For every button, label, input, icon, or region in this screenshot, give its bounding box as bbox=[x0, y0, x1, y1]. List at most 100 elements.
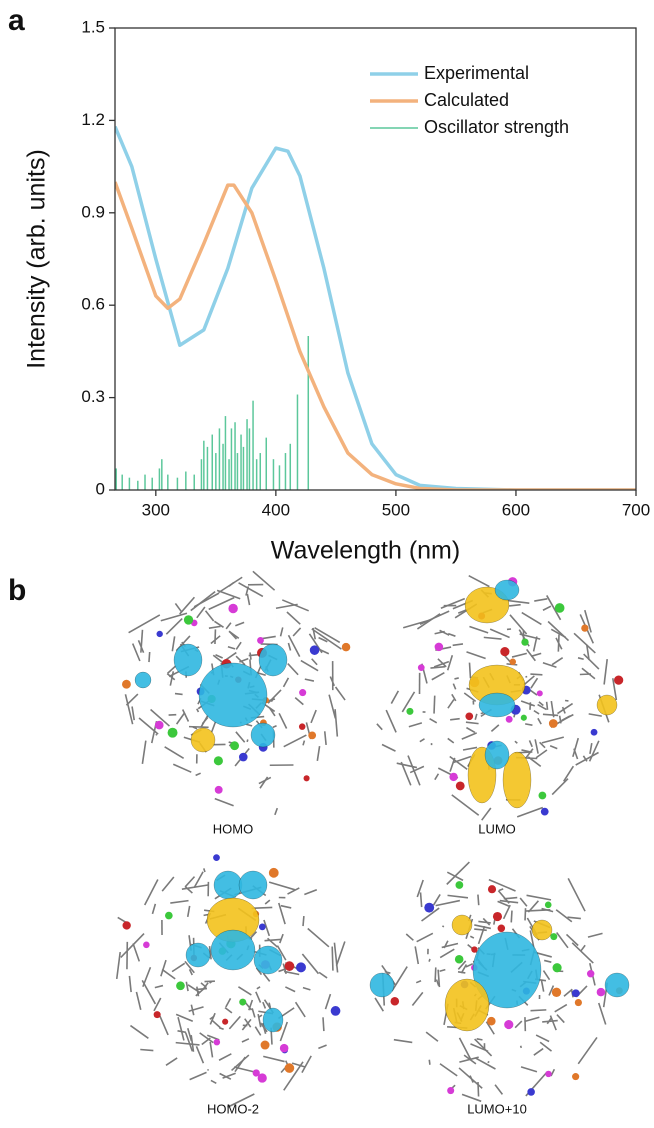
bond bbox=[530, 652, 542, 658]
bond bbox=[446, 655, 454, 671]
bond bbox=[283, 1061, 304, 1091]
bond bbox=[525, 748, 534, 759]
bond bbox=[160, 612, 188, 622]
atom bbox=[545, 1070, 552, 1078]
orbital-lobe bbox=[210, 929, 256, 971]
bond bbox=[573, 748, 579, 760]
atom bbox=[213, 854, 220, 861]
bond bbox=[181, 709, 190, 722]
atom bbox=[550, 933, 558, 941]
bond bbox=[555, 909, 573, 923]
bond bbox=[573, 632, 596, 654]
molecule bbox=[122, 570, 351, 816]
bond bbox=[498, 888, 504, 892]
orbital-lobe bbox=[190, 727, 216, 753]
bond bbox=[488, 878, 516, 892]
bond bbox=[209, 1012, 216, 1025]
bond bbox=[487, 1060, 490, 1064]
bond bbox=[228, 630, 240, 639]
bond bbox=[571, 942, 594, 964]
bond bbox=[416, 879, 424, 898]
bond bbox=[468, 662, 472, 679]
bond bbox=[556, 932, 569, 949]
bond bbox=[437, 658, 447, 668]
bond bbox=[542, 713, 559, 717]
bond bbox=[384, 970, 391, 974]
orbital-label: HOMO bbox=[213, 821, 253, 836]
x-tick-label: 300 bbox=[142, 500, 170, 519]
bond bbox=[409, 765, 425, 774]
bond bbox=[268, 881, 296, 891]
bond bbox=[131, 643, 141, 662]
bond bbox=[239, 657, 249, 663]
atom bbox=[509, 658, 517, 666]
bond bbox=[302, 986, 311, 991]
molecule bbox=[369, 861, 630, 1103]
bond bbox=[408, 722, 423, 728]
bond bbox=[400, 761, 412, 786]
bond bbox=[469, 625, 489, 634]
bond bbox=[333, 942, 339, 973]
orbital-lobe bbox=[494, 579, 520, 601]
bond bbox=[258, 776, 272, 785]
atom bbox=[330, 1006, 341, 1016]
bond bbox=[511, 652, 527, 658]
bond bbox=[154, 984, 164, 989]
bond bbox=[255, 991, 262, 1003]
bond bbox=[301, 953, 320, 975]
bond bbox=[525, 648, 536, 662]
bond bbox=[597, 1002, 607, 1025]
orbital-lobe bbox=[253, 945, 283, 975]
bond bbox=[279, 627, 284, 637]
bond bbox=[483, 636, 502, 640]
bond bbox=[233, 1066, 254, 1073]
bond bbox=[434, 630, 445, 635]
bond bbox=[452, 683, 457, 690]
bond bbox=[499, 899, 519, 904]
bond bbox=[458, 1067, 483, 1089]
bond bbox=[520, 1066, 538, 1073]
atom bbox=[284, 1063, 295, 1073]
atom bbox=[296, 962, 306, 973]
molecule bbox=[115, 854, 346, 1108]
bond bbox=[539, 741, 546, 749]
y-tick-label: 0.6 bbox=[81, 295, 105, 314]
bond bbox=[170, 899, 189, 904]
y-tick-label: 0 bbox=[96, 479, 105, 498]
bond bbox=[581, 667, 596, 680]
bond bbox=[532, 636, 538, 652]
orbital-lobe bbox=[213, 870, 243, 900]
bond bbox=[264, 899, 271, 905]
bond bbox=[535, 749, 548, 759]
bond bbox=[477, 894, 480, 906]
bond bbox=[141, 740, 147, 764]
bond bbox=[160, 959, 167, 977]
bond bbox=[521, 611, 542, 626]
bond bbox=[431, 672, 445, 681]
bond bbox=[318, 636, 328, 643]
bond bbox=[307, 927, 330, 948]
atom bbox=[527, 1088, 535, 1096]
atom bbox=[586, 970, 595, 978]
bond bbox=[529, 930, 535, 949]
bond bbox=[256, 671, 266, 677]
bond bbox=[474, 924, 492, 930]
orbital-lobe bbox=[198, 662, 268, 728]
bond bbox=[468, 574, 490, 588]
plot-frame bbox=[114, 27, 637, 491]
bond bbox=[439, 948, 455, 959]
bond bbox=[128, 975, 132, 993]
bond bbox=[124, 694, 134, 725]
bond bbox=[558, 715, 562, 724]
bond bbox=[561, 706, 566, 714]
atom bbox=[167, 727, 178, 738]
bond bbox=[202, 982, 209, 990]
atom bbox=[544, 901, 552, 909]
legend-label: Experimental bbox=[424, 63, 529, 83]
bond bbox=[277, 902, 286, 925]
atom bbox=[279, 1043, 289, 1053]
atom bbox=[596, 987, 606, 997]
bond bbox=[120, 933, 145, 958]
bond bbox=[548, 985, 555, 996]
bond bbox=[543, 959, 552, 963]
